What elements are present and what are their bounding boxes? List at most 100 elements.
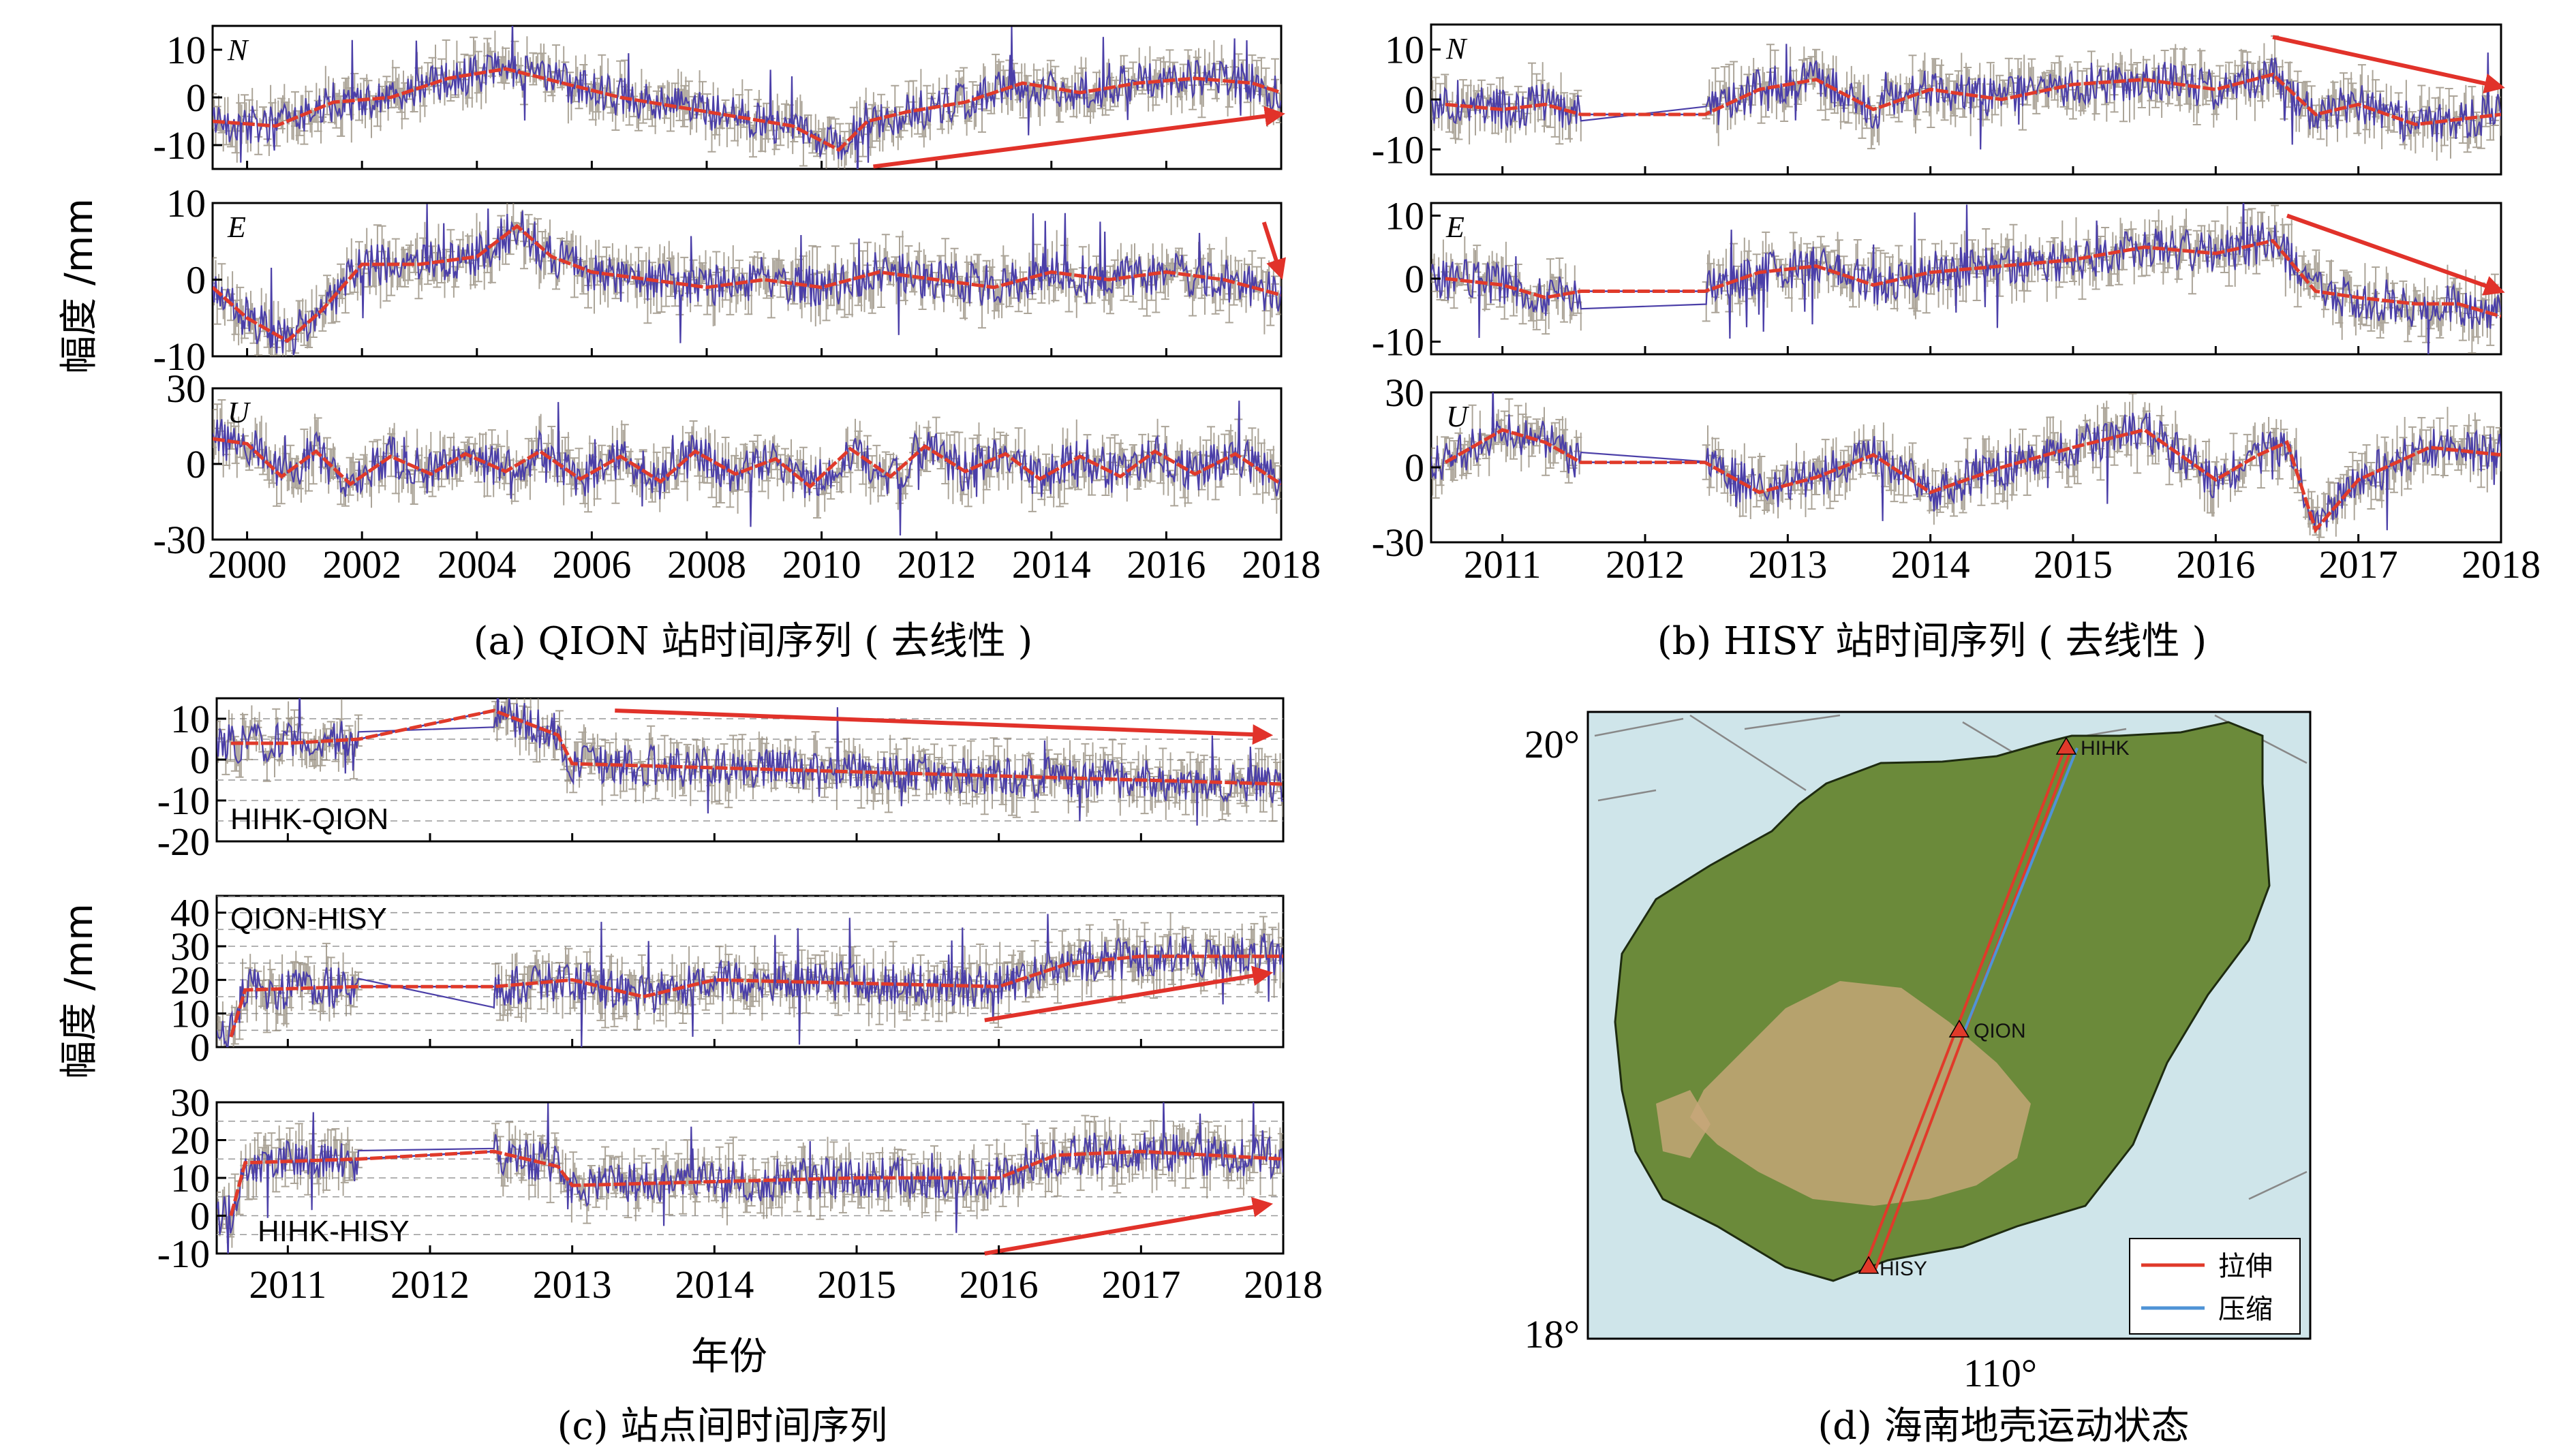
y-tick-label: -20 [157, 820, 210, 864]
data-series [213, 401, 1281, 536]
panel-data [213, 26, 1281, 169]
panel-data [217, 698, 1283, 826]
y-tick-label: 10 [1385, 28, 1424, 72]
panel-data [213, 399, 1281, 536]
x-tick-label: 2014 [1891, 542, 1970, 587]
y-tick-label: -10 [157, 779, 210, 823]
stretch-line-1 [1862, 747, 2066, 1270]
panel-b-1: 10 0 -10 E [1372, 194, 2505, 364]
panel-c-0: 100-10-20 HIHK-QION [157, 697, 1285, 864]
x-tick-label: 2011 [1464, 542, 1542, 587]
y-tick-label: 0 [1405, 257, 1424, 301]
x-tick-label: 2013 [1748, 542, 1827, 587]
map-legend [2129, 1238, 2301, 1335]
panel-data [217, 1102, 1283, 1254]
map-panel: HIHK QION HISY 拉伸 压缩 20° 18° 110° [1524, 711, 2312, 1395]
legend-stretch-label: 拉伸 [2218, 1251, 2273, 1282]
x-tick-label: 2010 [782, 542, 861, 587]
data-series [217, 1102, 1283, 1254]
caption-d: (d) 海南地壳运动状态 [1818, 1404, 2189, 1447]
y-tick-label: -10 [153, 123, 206, 168]
pair-label: QION-HISY [230, 902, 387, 935]
y-tick-label: -30 [1372, 520, 1424, 565]
y-tick-label: 0 [190, 1025, 210, 1070]
component-label: U [1446, 400, 1470, 433]
trend-line [1444, 428, 2501, 533]
highland-region-2 [1656, 1090, 1711, 1158]
x-tick-label: 2014 [675, 1262, 754, 1307]
ylabel-c: 幅度 /mm [57, 903, 102, 1079]
panel-data [1431, 35, 2501, 161]
xlabel-c: 年份 [691, 1335, 767, 1379]
x-tick-label: 2013 [533, 1262, 612, 1307]
trend-arrow [984, 1197, 1274, 1256]
component-label: N [1445, 32, 1468, 65]
chart-c: 100-10-20HIHK-QION403020100QION-HISY3020… [157, 697, 1323, 1307]
x-tick-label: 2000 [208, 542, 287, 587]
component-label: E [227, 211, 246, 244]
lon-tick-110: 110° [1963, 1351, 2037, 1395]
y-tick-label: 10 [170, 992, 210, 1036]
y-tick-label: 20 [170, 958, 210, 1002]
x-tick-label: 2016 [2176, 542, 2255, 587]
y-tick-label: -30 [153, 518, 206, 562]
y-tick-label: 10 [166, 181, 206, 225]
y-tick-label: -10 [1372, 320, 1424, 364]
y-tick-label: 30 [166, 367, 206, 411]
trend-line [1445, 238, 2501, 318]
y-tick-label: 0 [190, 738, 210, 782]
panel-a-1: 10 0 -10 E [153, 181, 1286, 379]
x-tick-label: 2017 [2319, 542, 2398, 587]
x-tick-label: 2015 [2034, 542, 2113, 587]
caption-b: (b) HISY 站时间序列 ( 去线性 ) [1657, 619, 2207, 664]
trend-line [229, 1149, 1283, 1217]
trend-line [1445, 72, 2501, 127]
y-tick-label: -10 [157, 1232, 210, 1276]
x-tick-label: 2002 [322, 542, 401, 587]
panel-data [217, 896, 1283, 1047]
y-tick-label: 10 [1385, 194, 1424, 238]
y-tick-label: 10 [170, 697, 210, 741]
legend-compress-label: 压缩 [2218, 1294, 2273, 1325]
station-hihk-label: HIHK [2081, 737, 2130, 760]
data-series [213, 204, 1281, 356]
y-tick-label: 10 [166, 28, 206, 72]
x-tick-label: 2016 [1126, 542, 1206, 587]
highland-region [1690, 981, 2031, 1206]
data-series [1431, 392, 2501, 531]
x-tick-label: 2004 [438, 542, 517, 587]
caption-c: (c) 站点间时间序列 [557, 1404, 888, 1447]
data-series [1431, 44, 2501, 150]
lat-tick-20: 20° [1524, 722, 1580, 766]
y-tick-label: 40 [170, 891, 210, 935]
station-hisy-label: HISY [1880, 1258, 1927, 1280]
chart-b: 10 0 -10 N 10 0 -10 E 30 0 -30 U 2011 2012 2013 2014 201… [1372, 23, 2541, 587]
panel-a-2: 30 0 -30 U [153, 367, 1283, 562]
pair-label: HIHK-QION [230, 803, 388, 836]
y-tick-label: 0 [1405, 78, 1424, 122]
panel-b-0: 10 0 -10 N [1372, 23, 2505, 176]
x-tick-label: 2008 [667, 542, 746, 587]
component-label: E [1445, 211, 1465, 244]
trend-arrow [2286, 213, 2505, 296]
data-series [217, 698, 1283, 826]
station-hisy-marker [1858, 1256, 1880, 1274]
x-tick-label: 2006 [552, 542, 631, 587]
data-series [217, 914, 1283, 1047]
y-tick-label: 0 [186, 258, 206, 302]
y-tick-label: 10 [170, 1156, 210, 1200]
x-tick-label: 2015 [817, 1262, 896, 1307]
y-tick-label: 30 [170, 1080, 210, 1125]
trend-arrow [1261, 221, 1286, 280]
panel-data [1431, 203, 2501, 354]
panel-data [213, 203, 1281, 356]
y-tick-label: 0 [1405, 446, 1424, 490]
x-tick-label: 2012 [897, 542, 976, 587]
y-tick-label: 0 [186, 76, 206, 120]
y-tick-label: -10 [1372, 127, 1424, 172]
